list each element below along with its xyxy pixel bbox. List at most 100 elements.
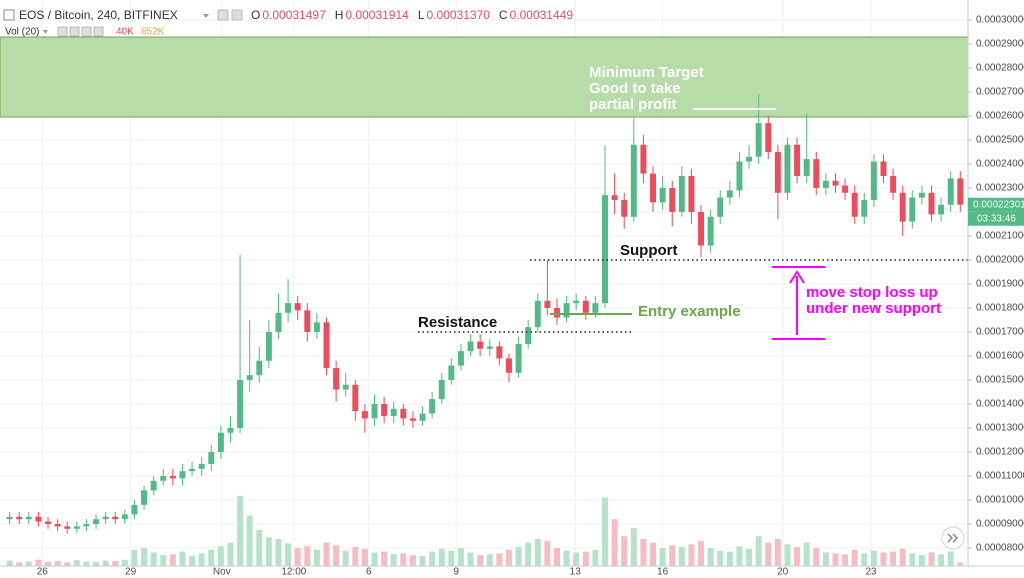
candle-body bbox=[774, 151, 781, 193]
candle-body bbox=[909, 197, 916, 222]
volume-bar bbox=[592, 549, 599, 566]
candle-body bbox=[486, 346, 493, 349]
volume-bar bbox=[323, 542, 330, 566]
volume-bar bbox=[755, 536, 762, 566]
candle-body bbox=[256, 360, 263, 376]
volume-bar bbox=[73, 560, 80, 566]
candle-body bbox=[938, 204, 945, 215]
candle-body bbox=[726, 190, 733, 198]
icon[interactable] bbox=[81, 26, 92, 37]
volume-bar bbox=[169, 554, 176, 566]
volume-bar bbox=[669, 545, 676, 566]
candle-body bbox=[160, 475, 167, 481]
volume-bar bbox=[765, 542, 772, 566]
candle-body bbox=[717, 197, 724, 217]
volume-bar bbox=[400, 553, 407, 566]
candle-body bbox=[659, 187, 666, 203]
volume-bar bbox=[237, 495, 244, 566]
y-tick-label: 0.00015000 bbox=[976, 375, 1024, 386]
volume-bar bbox=[784, 544, 791, 566]
volume-value: 40K bbox=[116, 27, 134, 38]
volume-bar bbox=[409, 555, 416, 566]
volume-bar bbox=[150, 552, 157, 566]
candle-body bbox=[25, 516, 32, 520]
candle-body bbox=[688, 175, 695, 212]
icon[interactable] bbox=[231, 9, 243, 21]
volume-bar bbox=[640, 539, 647, 566]
volume-bar bbox=[957, 562, 964, 566]
candle-body bbox=[141, 490, 148, 505]
candle-body bbox=[803, 159, 810, 176]
ohlc-key: O bbox=[251, 8, 260, 22]
icon[interactable] bbox=[217, 9, 229, 21]
volume-pane bbox=[6, 495, 964, 566]
volume-bar bbox=[650, 542, 656, 566]
x-tick-label: 16 bbox=[657, 567, 669, 578]
volume-bar bbox=[45, 561, 51, 566]
ohlc-value: 0.00031370 bbox=[427, 8, 491, 22]
icon[interactable] bbox=[3, 9, 15, 21]
y-tick-label: 0.00026000 bbox=[976, 111, 1024, 122]
candle-body bbox=[35, 516, 42, 522]
volume-bar bbox=[304, 546, 311, 566]
candle-body bbox=[342, 384, 349, 390]
x-tick-label: 9 bbox=[453, 567, 459, 578]
volume-bar bbox=[208, 549, 215, 566]
volume-bar bbox=[515, 547, 522, 566]
x-tick-label: 20 bbox=[777, 567, 789, 578]
volume-bar bbox=[918, 555, 925, 566]
candle-body bbox=[131, 504, 138, 515]
candle-body bbox=[361, 411, 368, 419]
annotation: Good to take bbox=[589, 80, 681, 97]
volume-bar bbox=[813, 548, 820, 566]
volume-bar bbox=[630, 528, 637, 566]
dropdown[interactable] bbox=[203, 14, 209, 18]
symbol: EOS / Bitcoin, 240, BITFINEX bbox=[19, 8, 178, 22]
y-tick-label: 0.00021000 bbox=[976, 231, 1024, 242]
candles bbox=[6, 94, 964, 534]
volume-bar bbox=[16, 562, 23, 566]
volume-bar bbox=[285, 543, 292, 566]
y-tick-label: 0.00023000 bbox=[976, 183, 1024, 194]
candle-body bbox=[64, 526, 71, 529]
candle-body bbox=[870, 161, 877, 200]
volume-bar bbox=[160, 555, 167, 566]
candle-body bbox=[429, 399, 436, 414]
volume-bar bbox=[35, 559, 42, 566]
volume-bar bbox=[726, 551, 733, 566]
y-tick-label: 0.00027000 bbox=[976, 87, 1024, 98]
candle-body bbox=[333, 367, 340, 390]
volume-bar bbox=[573, 552, 580, 566]
volume-bar bbox=[83, 561, 90, 566]
icon[interactable] bbox=[69, 26, 80, 37]
volume-bar bbox=[851, 549, 858, 566]
volume-bar bbox=[438, 548, 445, 566]
volume-value: 652K bbox=[141, 27, 165, 38]
candle-body bbox=[246, 375, 253, 380]
icon[interactable] bbox=[57, 26, 68, 37]
candle-body bbox=[822, 180, 829, 188]
volume-bar bbox=[803, 542, 810, 566]
x-tick-label: 29 bbox=[125, 567, 137, 578]
candle-body bbox=[54, 523, 61, 527]
volume-bar bbox=[890, 551, 897, 566]
y-tick-label: 0.00030000 bbox=[976, 15, 1024, 26]
candle-body bbox=[237, 379, 244, 428]
candle-body bbox=[899, 192, 906, 222]
volume-bar bbox=[870, 550, 877, 566]
candle-body bbox=[602, 195, 608, 304]
ohlc-value: 0.00031914 bbox=[345, 8, 409, 22]
volume-bar bbox=[688, 544, 695, 566]
last-price-tag bbox=[968, 197, 1024, 212]
ohlc-value: 0.00031497 bbox=[262, 8, 326, 22]
x-tick-label: Nov bbox=[213, 567, 231, 578]
dropdown[interactable] bbox=[43, 30, 48, 34]
countdown: 03:33:46 bbox=[977, 213, 1016, 224]
candle-body bbox=[851, 192, 858, 217]
candle-body bbox=[861, 199, 868, 217]
icon[interactable] bbox=[93, 26, 104, 37]
volume-bar bbox=[477, 555, 484, 566]
last-price-label: 0.00022301 bbox=[973, 199, 1024, 210]
volume-bar bbox=[496, 553, 503, 566]
volume-bar bbox=[6, 560, 13, 566]
